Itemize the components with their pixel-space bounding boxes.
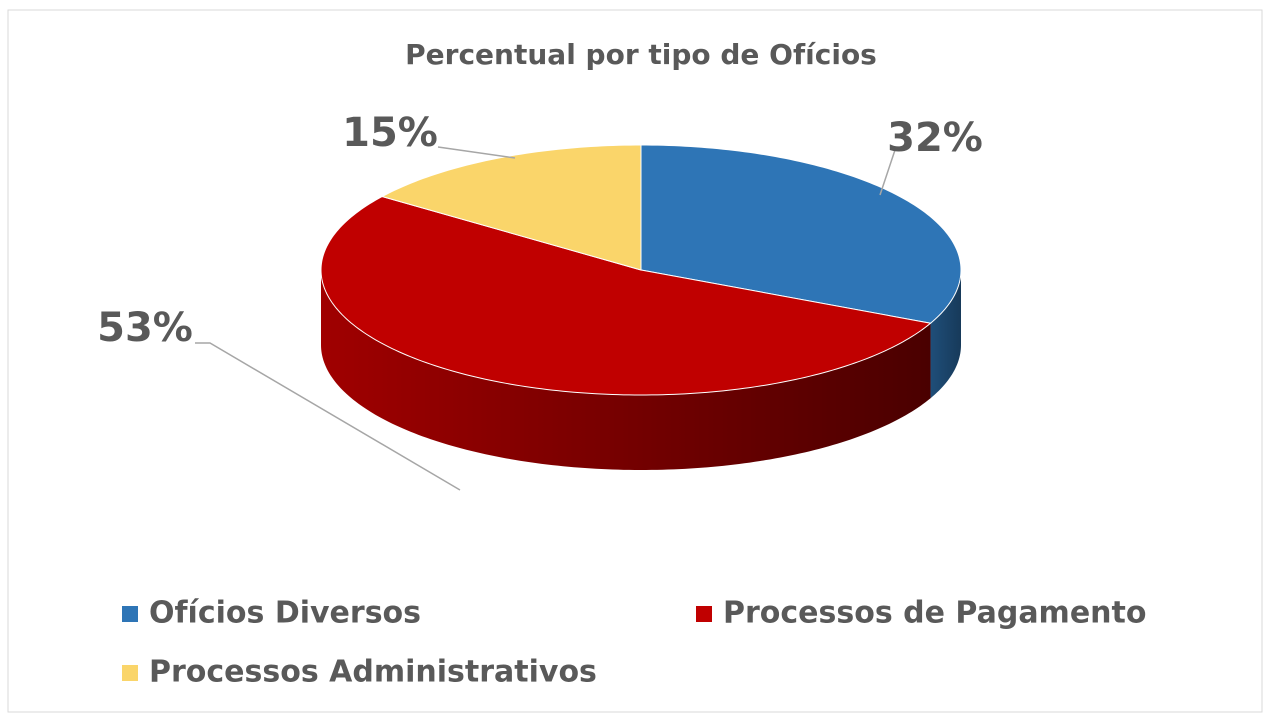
leader-line: [195, 342, 461, 491]
legend-swatch: [122, 606, 138, 622]
data-label: 32%: [887, 115, 983, 161]
leader-line: [879, 149, 896, 196]
legend-label: Processos de Pagamento: [723, 596, 1146, 631]
legend-swatch: [122, 665, 138, 681]
pie-slice: [380, 144, 642, 271]
pie-side: [930, 270, 961, 399]
legend-swatch: [696, 606, 712, 622]
legend-label: Ofícios Diversos: [149, 596, 421, 631]
pie-tops: [320, 144, 962, 396]
pie-slice: [640, 144, 962, 324]
leader-line: [437, 146, 516, 159]
chart-title: Percentual por tipo de Ofícios: [405, 38, 877, 71]
pie-slice: [320, 195, 932, 396]
data-label: 15%: [342, 110, 438, 156]
pie-side: [321, 270, 931, 470]
data-label: 53%: [97, 305, 193, 351]
legend: Ofícios Diversos Processos de Pagamento Pr…: [122, 596, 1146, 690]
labels: 32% 53% 15%: [97, 110, 983, 491]
legend-label: Processos Administrativos: [149, 655, 597, 690]
pie-sides: [321, 270, 961, 470]
